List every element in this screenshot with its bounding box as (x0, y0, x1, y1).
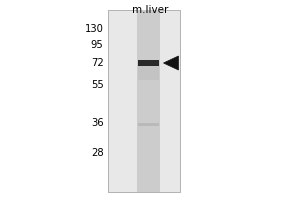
Text: 36: 36 (91, 118, 103, 128)
Bar (138, 60, 159, 66)
Polygon shape (164, 56, 178, 70)
Bar (138, 66, 159, 80)
Text: 95: 95 (91, 40, 103, 50)
Text: 72: 72 (91, 58, 103, 68)
Bar (138, 123, 159, 126)
Text: 130: 130 (85, 24, 104, 34)
Text: 55: 55 (91, 80, 103, 90)
Text: m.liver: m.liver (132, 5, 168, 15)
Bar (137, 10, 160, 192)
Bar (108, 10, 180, 192)
Text: 28: 28 (91, 148, 103, 158)
